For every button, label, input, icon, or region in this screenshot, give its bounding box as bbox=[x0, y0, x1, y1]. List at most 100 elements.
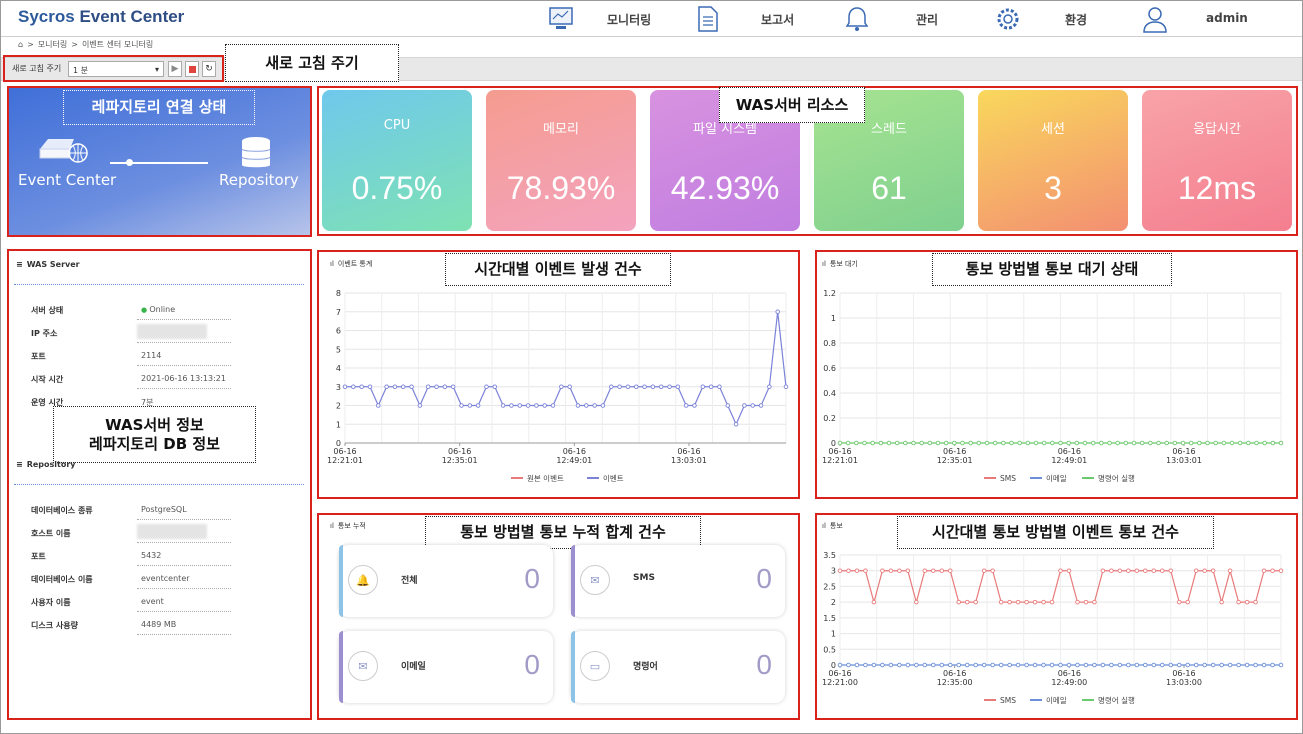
data-point bbox=[1109, 662, 1114, 668]
data-point bbox=[837, 662, 843, 668]
y-tick-label: 1 bbox=[336, 420, 341, 429]
info-value: 2021-06-16 13:13:21 bbox=[141, 374, 226, 383]
info-value: eventcenter bbox=[141, 574, 190, 583]
info-value: 5432 bbox=[141, 551, 162, 560]
divider bbox=[137, 319, 231, 320]
data-point bbox=[1041, 440, 1047, 446]
nav-settings[interactable]: 환경 bbox=[1065, 13, 1088, 27]
data-point bbox=[1270, 568, 1275, 573]
data-point bbox=[1164, 440, 1169, 446]
data-point bbox=[897, 662, 902, 668]
refresh-interval-select[interactable]: 1 분 ▾ bbox=[68, 61, 164, 77]
notify-wait-chart: 0 0.2 0.4 0.6 0.8 1 1.2 06-16 12:21:01 06-16 12:35… bbox=[822, 289, 1284, 483]
data-point bbox=[1160, 662, 1165, 668]
info-value: 4489 MB bbox=[141, 620, 177, 629]
data-point bbox=[935, 440, 941, 446]
data-point bbox=[767, 384, 772, 389]
monitor-icon[interactable] bbox=[546, 4, 576, 34]
x-tick-label: 06-16 12:35:00 bbox=[937, 669, 973, 687]
data-point bbox=[434, 384, 439, 389]
callout-server-info: WAS서버 정보 레파지토리 DB 정보 bbox=[53, 406, 256, 463]
report-icon[interactable] bbox=[693, 4, 723, 34]
data-point bbox=[862, 440, 867, 446]
data-point bbox=[947, 662, 953, 668]
data-point bbox=[914, 599, 919, 605]
home-icon[interactable]: ⌂ bbox=[18, 40, 24, 49]
notify-card: ▭ 명령어 0 bbox=[571, 631, 785, 703]
data-point bbox=[1009, 440, 1014, 446]
y-tick-label: 0.8 bbox=[823, 339, 836, 348]
y-tick-label: 2 bbox=[831, 598, 836, 607]
data-point bbox=[956, 599, 961, 605]
callout-refresh: 새로 고침 주기 bbox=[225, 44, 399, 82]
data-point bbox=[342, 384, 348, 389]
data-point bbox=[992, 440, 998, 446]
data-point bbox=[854, 440, 859, 446]
data-point bbox=[1007, 599, 1012, 605]
bell-icon: 🔔 bbox=[348, 565, 378, 595]
divider bbox=[14, 284, 304, 285]
sms-icon: ✉ bbox=[580, 565, 610, 595]
data-point bbox=[633, 384, 639, 389]
data-point bbox=[1049, 599, 1055, 605]
nav-user[interactable]: admin bbox=[1206, 11, 1248, 25]
data-point bbox=[725, 403, 731, 408]
nav-report[interactable]: 보고서 bbox=[761, 13, 795, 27]
data-point bbox=[733, 421, 739, 427]
data-point bbox=[359, 384, 364, 389]
highlight-box bbox=[7, 86, 312, 237]
data-point bbox=[1246, 440, 1251, 446]
bell-icon[interactable] bbox=[842, 4, 872, 34]
data-point bbox=[1066, 662, 1072, 668]
resource-label: 메모리 bbox=[543, 122, 579, 137]
legend-label: 명령어 실행 bbox=[1098, 695, 1135, 705]
gear-icon[interactable] bbox=[993, 4, 1023, 34]
info-key: 데이터베이스 종류 bbox=[31, 506, 93, 515]
breadcrumb-item[interactable]: 모니터링 bbox=[37, 40, 68, 49]
y-tick-label: 0.6 bbox=[823, 364, 836, 373]
data-point bbox=[500, 403, 506, 408]
data-point bbox=[863, 568, 868, 573]
data-point bbox=[442, 384, 448, 389]
data-point bbox=[1253, 662, 1258, 668]
data-point bbox=[886, 440, 892, 446]
divider bbox=[137, 519, 231, 520]
nav-admin[interactable]: 관리 bbox=[916, 13, 939, 27]
refresh-button[interactable]: ↻ bbox=[202, 61, 216, 77]
legend-label: 이메일 bbox=[1046, 695, 1067, 705]
stop-button[interactable] bbox=[185, 61, 199, 77]
y-tick-label: 3 bbox=[831, 567, 836, 576]
x-tick-label: 06-16 12:35:01 bbox=[442, 447, 478, 465]
data-point bbox=[1151, 662, 1157, 668]
legend-label: SMS bbox=[1000, 696, 1016, 705]
mail-icon: ✉ bbox=[348, 651, 378, 681]
data-point bbox=[1278, 662, 1284, 668]
data-point bbox=[609, 384, 614, 389]
data-point bbox=[750, 403, 755, 408]
data-point bbox=[376, 403, 381, 408]
data-point bbox=[783, 384, 789, 389]
data-point bbox=[1278, 568, 1284, 573]
data-point bbox=[919, 440, 924, 446]
data-point bbox=[1131, 440, 1137, 446]
data-point bbox=[717, 384, 722, 389]
data-point bbox=[509, 403, 514, 408]
nav-monitoring[interactable]: 모니터링 bbox=[607, 13, 652, 27]
data-point bbox=[1017, 440, 1022, 446]
user-icon[interactable] bbox=[1140, 4, 1170, 34]
data-point bbox=[1117, 662, 1123, 668]
data-point bbox=[592, 403, 597, 408]
y-tick-label: 0.5 bbox=[823, 645, 836, 654]
data-point bbox=[863, 662, 868, 668]
data-point bbox=[854, 568, 860, 573]
panel-title-notify-total: ıl 통보 누적 bbox=[330, 522, 366, 530]
data-point bbox=[1156, 440, 1161, 446]
data-point bbox=[1172, 440, 1178, 446]
notify-label: 이메일 bbox=[401, 662, 426, 672]
data-point bbox=[981, 662, 987, 668]
y-tick-label: 1.5 bbox=[823, 614, 836, 623]
app-logo[interactable]: Sycros Event Center bbox=[18, 7, 185, 26]
x-tick-label: 06-16 12:21:01 bbox=[822, 447, 858, 465]
play-button[interactable]: ▶ bbox=[168, 61, 182, 77]
callout-notify-wait: 통보 방법별 통보 대기 상태 bbox=[932, 253, 1172, 286]
